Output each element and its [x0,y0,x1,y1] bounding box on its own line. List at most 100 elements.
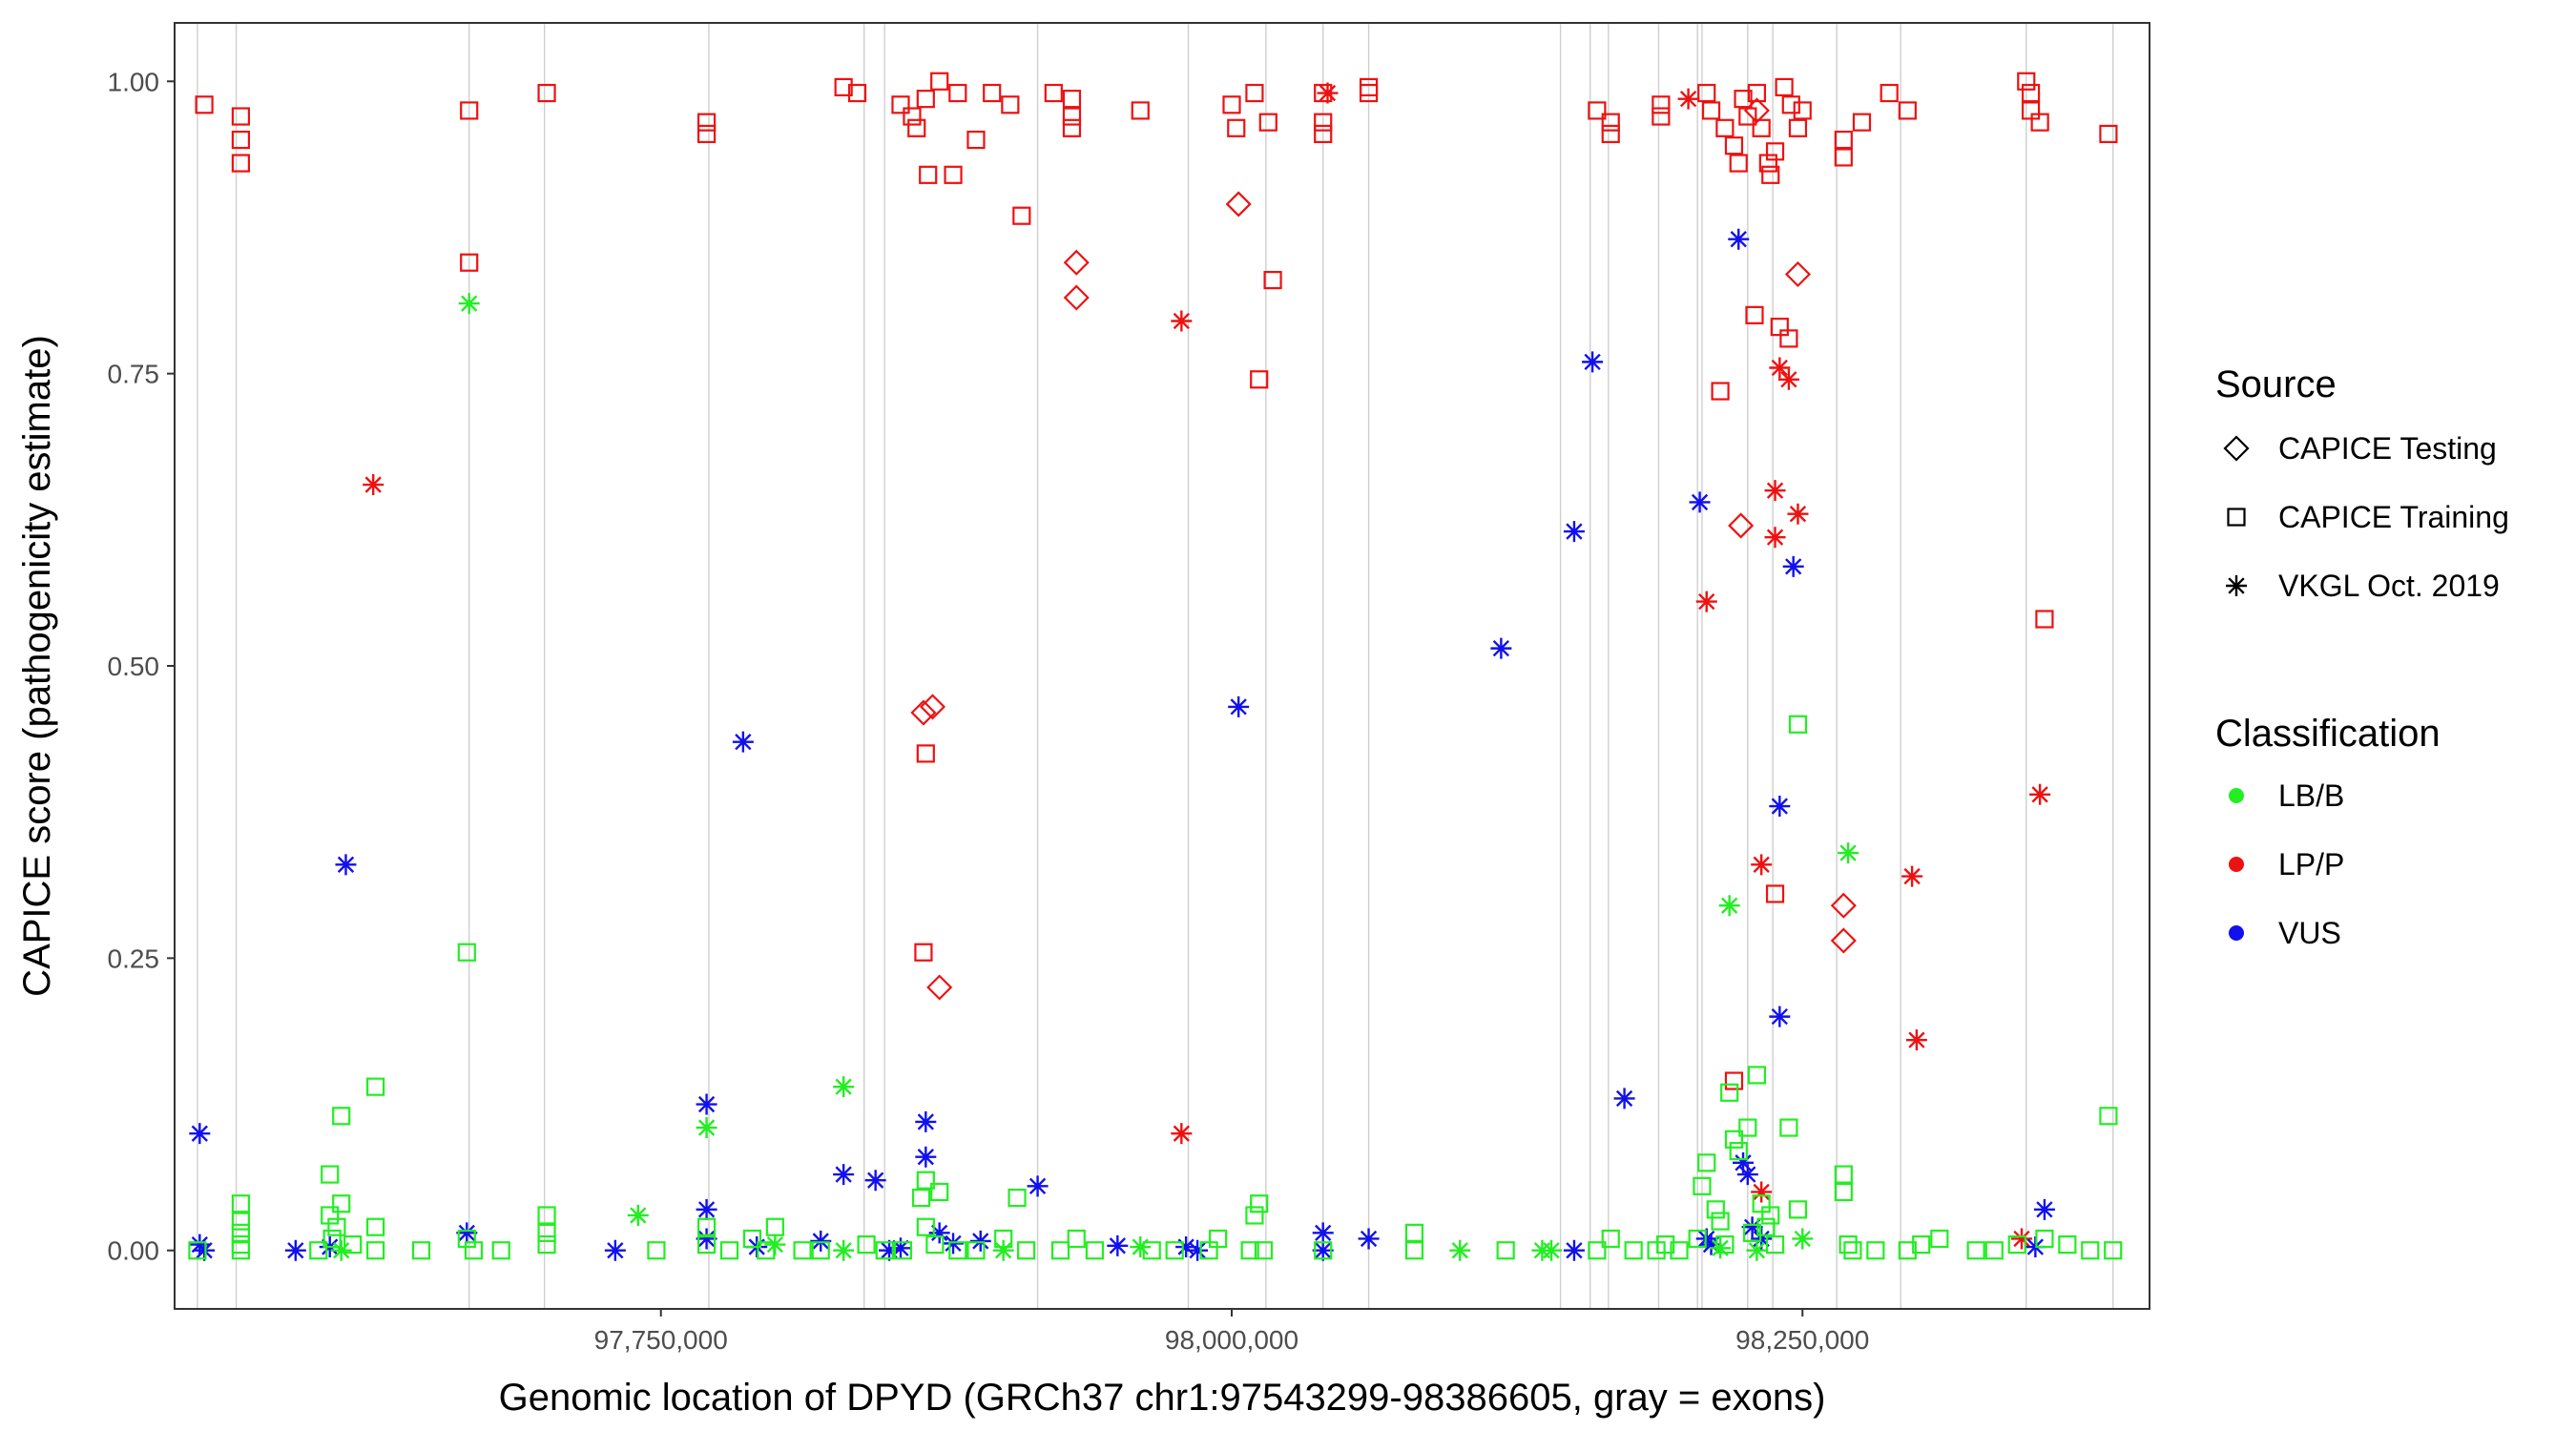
series-vkgl-lb-b [330,293,1859,1261]
data-point [2081,1241,2100,1260]
legend-key-dot [2229,857,2244,872]
y-tick-label: 0.75 [108,360,160,389]
data-point [1693,1176,1712,1195]
data-point [537,1223,556,1242]
data-point [948,83,967,103]
data-point [943,1233,965,1255]
data-point [2021,83,2041,103]
data-point [1563,521,1585,543]
data-point [332,1194,351,1213]
data-point [1245,83,1264,103]
data-point [1839,1234,1858,1255]
data-point [1752,118,1771,137]
data-point [647,1241,666,1260]
legend-label: CAPICE Testing [2278,431,2497,466]
data-point [1741,1216,1763,1238]
data-point [889,1237,911,1259]
data-point [696,1198,717,1220]
panel-background [175,23,2150,1309]
legend-source-testing: CAPICE Testing [2223,431,2497,466]
data-point [1729,154,1748,173]
data-point [460,101,479,120]
data-point [1710,1237,1732,1259]
data-point [1779,1118,1798,1137]
data-point [732,731,754,753]
data-point [983,83,1002,103]
data-point [1761,1206,1780,1225]
data-point [1765,142,1785,161]
data-point [231,1241,250,1260]
data-point [1765,884,1785,903]
data-point [1142,1241,1161,1260]
data-point [907,118,926,137]
data-point [1187,1239,1209,1261]
data-point [537,1234,556,1255]
data-point [1787,503,1809,525]
data-point [1788,118,1808,137]
data-point [910,699,937,726]
data-point [1171,1123,1193,1145]
data-point [365,1077,385,1096]
data-point [1245,1206,1264,1225]
data-point [2099,124,2118,144]
data-point [1624,1241,1643,1260]
data-point [1588,101,1607,120]
data-point [696,1234,717,1255]
data-point [1601,113,1620,132]
data-point [322,1229,342,1249]
data-point [2104,1241,2123,1260]
data-point [1746,1239,1768,1261]
data-point [1062,118,1082,137]
data-point [1715,1234,1735,1255]
data-point [1228,695,1250,717]
data-point [911,1188,931,1208]
data-point [1747,83,1766,103]
data-point [847,83,867,103]
data-point [810,1230,832,1252]
data-point [834,77,853,97]
x-tick-label: 98,250,000 [1735,1325,1869,1355]
data-point [1656,1234,1675,1255]
data-point [1843,1241,1862,1260]
data-point [1314,113,1333,132]
data-point [864,1170,886,1192]
data-point [1901,865,1923,887]
data-point [1781,95,1800,114]
data-point [1788,1200,1808,1219]
data-point [1724,136,1744,156]
data-point [1793,101,1812,120]
data-point [1834,148,1853,167]
data-point [1250,1194,1269,1213]
data-point [1250,370,1269,389]
data-point [627,1204,649,1226]
data-point [1777,368,1799,390]
y-tick-label: 0.00 [108,1236,160,1266]
data-point [891,95,910,114]
data-point [1834,1182,1853,1202]
data-point [1588,1241,1607,1260]
data-point [696,113,717,132]
data-point [811,1241,830,1260]
data-point [1131,101,1150,120]
data-point [231,1212,250,1231]
legend: Source Classification CAPICE Testing CAPI… [2215,363,2509,950]
data-point [1130,1236,1152,1258]
data-point [1222,95,1241,114]
data-point [793,1241,812,1260]
data-point [1062,90,1082,109]
data-point [188,1241,207,1260]
data-point [604,1239,626,1261]
data-point [1706,1200,1725,1219]
data-point [1012,206,1031,225]
legend-class-title: Classification [2215,713,2441,755]
data-points [188,72,2123,1261]
data-point [2017,72,2036,91]
data-point [1718,895,1740,917]
data-point [1728,512,1755,539]
data-point [757,1241,776,1260]
legend-key-dot [2229,925,2244,941]
legend-key-dot [2229,788,2244,803]
data-point [1724,1130,1744,1149]
data-point [992,1239,1014,1261]
